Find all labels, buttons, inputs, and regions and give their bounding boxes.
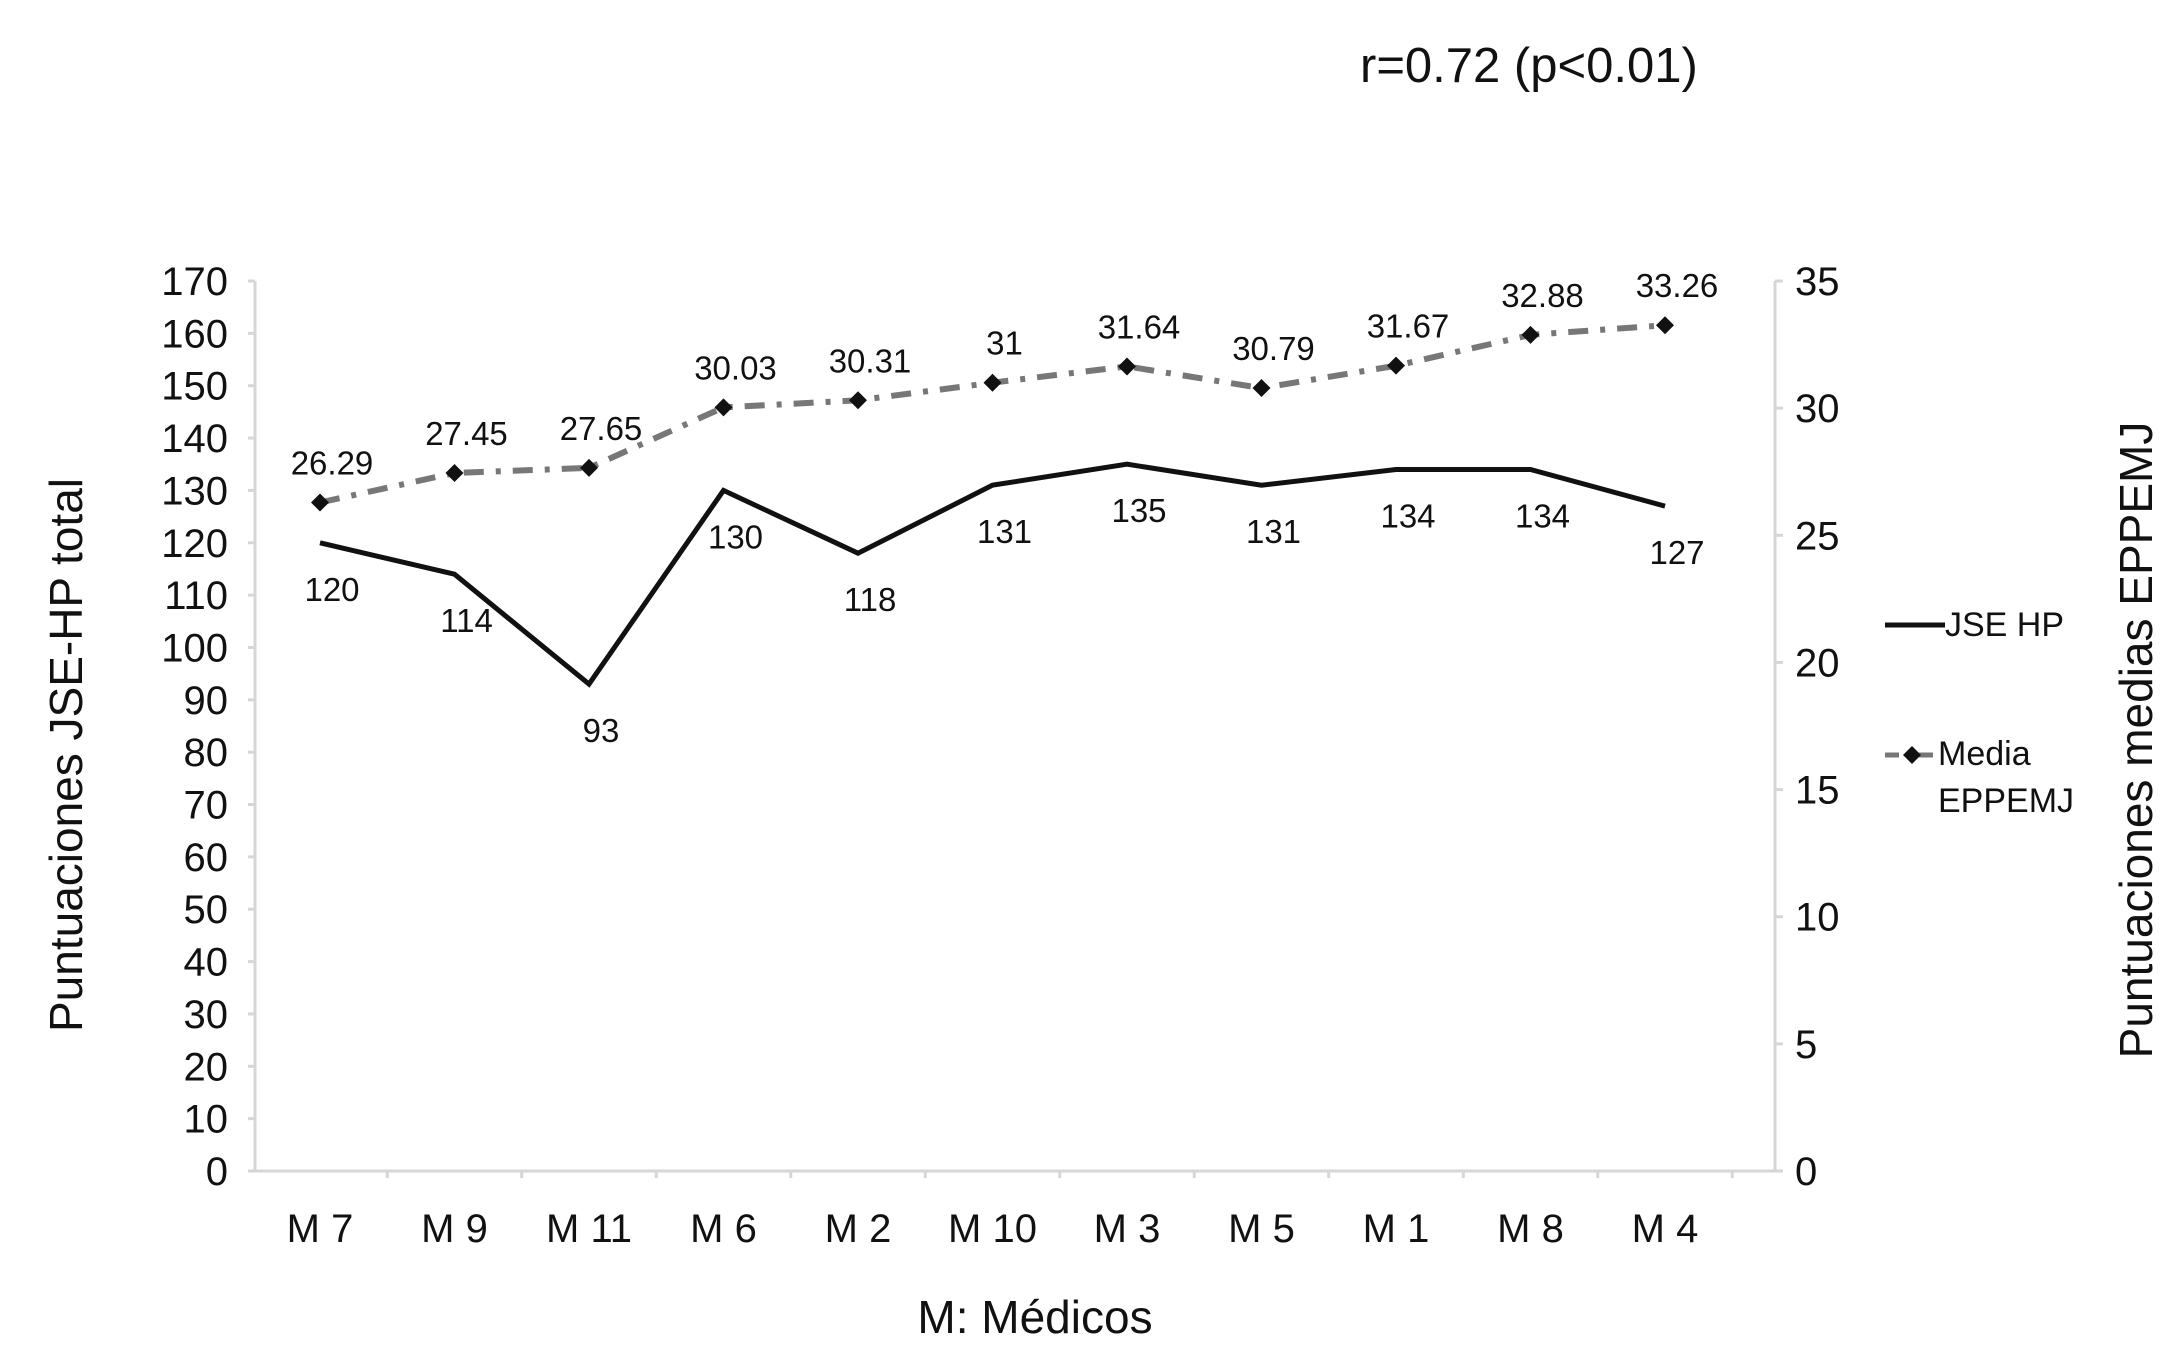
data-label-media-eppemj: 31 [986,325,1023,362]
x-tick-label: M 2 [825,1207,892,1251]
legend-item-jse-hp: JSE HP [1885,606,2064,644]
y-axis-left-title: Puntuaciones JSE-HP total [40,478,92,1032]
data-label-media-eppemj: 30.31 [829,342,912,379]
left-tick-label: 60 [184,836,229,880]
left-tick-label: 10 [184,1098,229,1142]
left-tick-label: 0 [206,1150,228,1194]
x-tick-label: M 3 [1094,1207,1161,1251]
x-tick-label: M 4 [1632,1207,1699,1251]
series-point-media-eppemj [445,463,464,482]
x-tick-label: M 11 [546,1207,632,1251]
data-label-jse-hp: 131 [1246,513,1301,550]
right-tick-label: 20 [1795,641,1840,685]
series-layer [311,316,1674,688]
left-tick-label: 40 [184,941,229,985]
legend-label-jse-hp: JSE HP [1945,606,2064,644]
left-tick-label: 100 [161,626,228,670]
x-tick-label: M 6 [690,1207,757,1251]
series-point-media-eppemj [983,373,1002,392]
series-point-media-eppemj [1252,379,1271,398]
left-tick-label: 150 [161,365,228,409]
right-axis-ticks: 0 5 10 15 20 25 30 35 [1775,260,1840,1194]
data-label-jse-hp: 127 [1649,534,1704,571]
x-axis-ticks: M 7 M 9 M 11 M 6 M 2 M 10 M 3 M 5 M 1 M 8 M 4 [287,1171,1734,1251]
data-label-media-eppemj: 27.45 [425,415,508,452]
series-point-media-eppemj [311,493,329,512]
series-point-media-eppemj [714,398,733,417]
data-label-jse-hp: 130 [708,518,763,555]
left-axis-ticks: 0 10 20 30 40 50 60 70 80 90 100 110 120 130 140 150 160… [161,260,255,1194]
x-tick-label: M 1 [1363,1207,1430,1251]
x-tick-label: M 5 [1228,1207,1295,1251]
data-label-jse-hp: 134 [1515,497,1570,534]
data-labels: 120 114 93 130 118 131 135 131 134 134 127 26.29 27.… [291,267,1719,749]
data-label-jse-hp: 131 [977,513,1032,550]
series-point-media-eppemj [580,458,598,477]
left-tick-label: 130 [161,469,228,513]
left-tick-label: 90 [184,679,229,723]
data-label-media-eppemj: 27.65 [560,410,643,447]
left-tick-label: 20 [184,1045,229,1089]
left-tick-label: 110 [164,574,228,618]
left-tick-label: 30 [184,993,229,1037]
series-point-media-eppemj [1118,357,1136,376]
data-label-media-eppemj: 30.03 [694,349,777,386]
data-label-jse-hp: 134 [1380,497,1435,534]
data-label-jse-hp: 120 [304,571,359,608]
right-tick-label: 25 [1795,514,1840,558]
data-label-media-eppemj: 26.29 [291,444,374,481]
x-tick-label: M 9 [421,1207,488,1251]
left-tick-label: 140 [161,417,228,461]
series-point-media-eppemj [849,391,867,410]
right-tick-label: 35 [1795,260,1840,304]
x-tick-label: M 10 [948,1207,1037,1251]
right-tick-label: 15 [1795,769,1840,813]
data-label-media-eppemj: 30.79 [1232,330,1315,367]
series-point-media-eppemj [1656,316,1674,335]
legend-marker-diamond [1903,746,1921,764]
axes [248,281,1777,1173]
data-label-jse-hp: 135 [1111,492,1166,529]
data-label-jse-hp: 118 [844,581,897,618]
right-tick-label: 5 [1795,1023,1817,1067]
left-tick-label: 160 [161,312,228,356]
legend-label-eppemj: EPPEMJ [1938,782,2074,820]
right-tick-label: 10 [1795,896,1840,940]
x-tick-label: M 8 [1497,1207,1564,1251]
left-tick-label: 70 [184,784,229,828]
data-label-jse-hp: 93 [583,712,620,749]
legend-item-media-eppemj: Media EPPEMJ [1885,735,2074,820]
left-tick-label: 80 [184,731,229,775]
data-label-media-eppemj: 31.64 [1098,308,1181,345]
data-label-media-eppemj: 33.26 [1636,267,1719,304]
left-tick-label: 50 [184,888,229,932]
series-point-media-eppemj [1387,356,1405,375]
data-label-media-eppemj: 31.67 [1367,308,1450,345]
legend: JSE HP Media EPPEMJ [1885,606,2074,820]
y-axis-right-title: Puntuaciones medias EPPEMJ [2110,422,2162,1059]
data-label-media-eppemj: 32.88 [1501,277,1584,314]
x-tick-label: M 7 [287,1207,354,1251]
x-axis-title: M: Médicos [917,1291,1152,1343]
left-tick-label: 120 [161,522,228,566]
right-tick-label: 0 [1795,1150,1817,1194]
left-tick-label: 170 [161,260,228,304]
data-label-jse-hp: 114 [440,602,493,639]
correlation-annotation: r=0.72 (p<0.01) [1360,39,1698,93]
right-tick-label: 30 [1795,387,1840,431]
series-line-jse-hp [319,461,1666,688]
series-point-media-eppemj [1521,325,1540,344]
legend-label-media: Media [1938,735,2031,773]
